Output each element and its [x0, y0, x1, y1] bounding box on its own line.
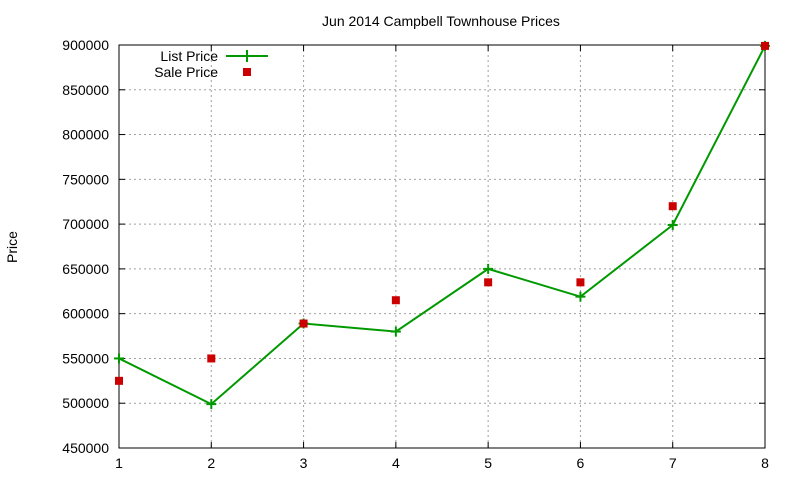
chart-title: Jun 2014 Campbell Townhouse Prices [322, 13, 560, 29]
sale-price-point [668, 202, 677, 211]
y-tick-label: 750000 [62, 171, 109, 187]
list-price-point [667, 220, 678, 231]
x-tick-label: 2 [207, 455, 215, 471]
series-sale-price [115, 41, 769, 385]
y-tick-label: 700000 [62, 216, 109, 232]
list-price-point [390, 326, 401, 337]
y-axis-label: Price [4, 231, 20, 263]
y-tick-label: 800000 [62, 127, 109, 143]
axes: 1 2 3 4 5 6 7 8 450000 500000 550000 600000 650000 70… [62, 37, 769, 471]
legend-marker-list-price [241, 50, 253, 62]
y-tick-label: 450000 [62, 440, 109, 456]
y-tick-label: 850000 [62, 82, 109, 98]
sale-price-point [761, 41, 769, 50]
legend-label-sale-price: Sale Price [154, 64, 218, 80]
series-list-price [114, 40, 770, 410]
grid [119, 45, 765, 448]
x-tick-label: 3 [300, 455, 308, 471]
sale-price-point [115, 376, 123, 385]
list-price-line [118, 45, 766, 406]
list-price-point [114, 353, 124, 364]
y-tick-label: 600000 [62, 306, 109, 322]
sale-price-point [576, 278, 585, 287]
legend-marker-sale-price [243, 68, 251, 76]
y-tick-label: 500000 [62, 395, 109, 411]
sale-price-point [391, 296, 400, 305]
y-tick-label: 650000 [62, 261, 109, 277]
y-tick-label: 550000 [62, 350, 109, 366]
x-tick-label: 4 [392, 455, 400, 471]
plot-frame [118, 44, 766, 449]
sale-price-point [299, 319, 308, 328]
list-price-point [483, 263, 494, 274]
legend-label-list-price: List Price [160, 48, 218, 64]
x-tick-label: 7 [669, 455, 677, 471]
x-tick-label: 1 [115, 455, 123, 471]
sale-price-point [484, 278, 493, 287]
y-tick-label: 900000 [62, 37, 109, 53]
legend: List Price Sale Price [154, 48, 268, 80]
list-price-point [575, 291, 586, 302]
sale-price-point [207, 354, 216, 363]
x-tick-label: 5 [484, 455, 492, 471]
x-tick-label: 8 [761, 455, 769, 471]
x-tick-label: 6 [577, 455, 585, 471]
list-price-point [206, 399, 217, 410]
